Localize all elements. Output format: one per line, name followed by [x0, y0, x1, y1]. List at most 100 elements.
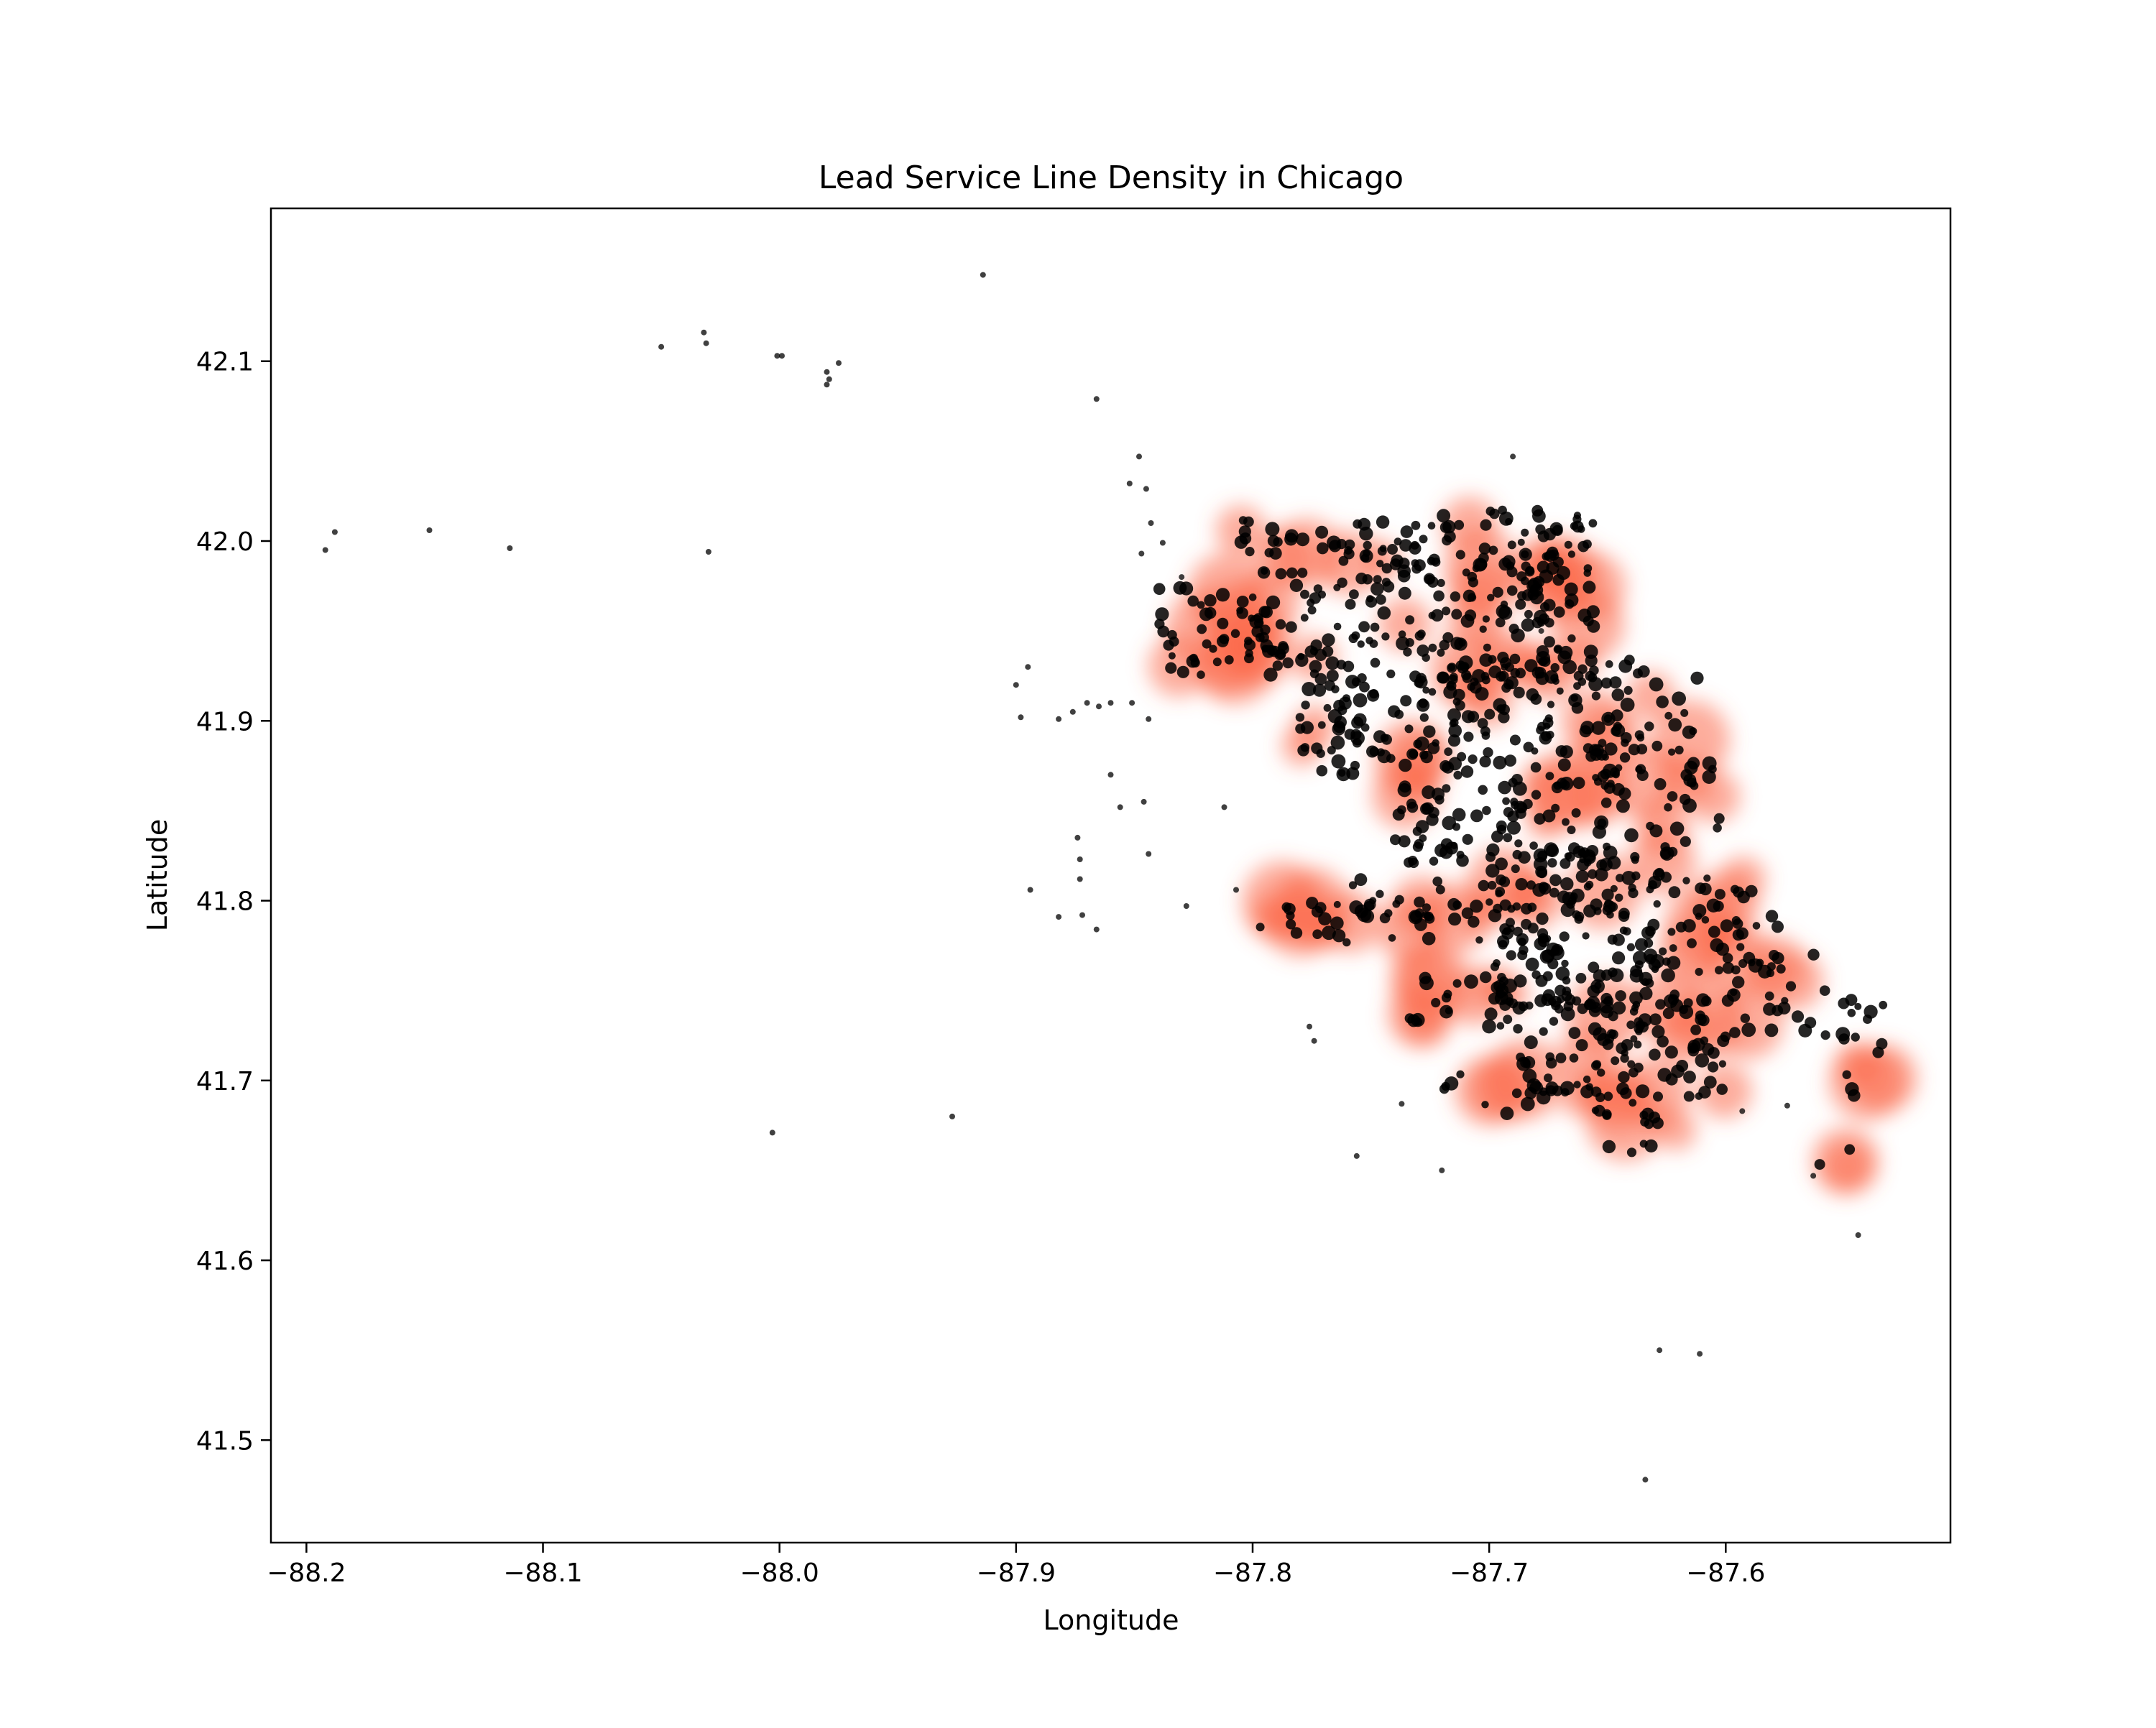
- data-point: [1644, 721, 1654, 731]
- data-point: [1448, 912, 1462, 926]
- data-point: [1848, 1089, 1861, 1102]
- data-point: [1542, 809, 1556, 823]
- data-point: [1369, 639, 1378, 648]
- data-point: [1612, 951, 1626, 965]
- data-point: [1618, 1071, 1630, 1084]
- data-point: [1695, 1053, 1710, 1068]
- outlier-point: [1084, 700, 1090, 706]
- data-point: [1672, 691, 1687, 706]
- data-point: [1714, 889, 1726, 900]
- data-point: [1732, 976, 1745, 989]
- data-point: [1531, 616, 1544, 629]
- data-point: [1618, 907, 1630, 920]
- data-point: [1842, 1070, 1851, 1079]
- data-point: [1764, 1023, 1779, 1038]
- data-point: [1608, 1029, 1618, 1040]
- data-point: [1256, 923, 1265, 932]
- outlier-point: [1093, 926, 1100, 933]
- data-point: [1424, 911, 1434, 922]
- density-blob: [1823, 1142, 1874, 1193]
- data-point: [1781, 997, 1789, 1004]
- data-point: [1611, 688, 1625, 701]
- data-point: [1872, 1046, 1884, 1058]
- data-point: [1410, 540, 1419, 550]
- data-point: [1363, 540, 1372, 550]
- data-point: [1187, 595, 1199, 607]
- outlier-point: [1013, 682, 1019, 688]
- data-point: [1169, 636, 1179, 647]
- data-point: [1427, 522, 1436, 530]
- data-point: [1560, 858, 1571, 869]
- data-point: [1876, 1038, 1888, 1050]
- data-point: [1639, 1140, 1648, 1148]
- data-point: [1701, 916, 1710, 924]
- outlier-point: [824, 369, 830, 375]
- x-axis: −88.2 −88.1 −88.0 −87.9 −87.8 −87.7 −87.6: [267, 1543, 1765, 1588]
- data-point: [1536, 912, 1549, 925]
- data-point: [1399, 780, 1411, 793]
- data-point: [1539, 882, 1552, 895]
- data-point: [1651, 965, 1659, 974]
- data-point: [1212, 657, 1222, 667]
- data-point: [1596, 749, 1608, 761]
- data-point: [1406, 798, 1417, 809]
- data-point: [1615, 893, 1623, 902]
- data-point: [1588, 869, 1598, 879]
- outlier-point: [1311, 1038, 1317, 1044]
- data-point: [1624, 828, 1639, 843]
- data-point: [1820, 1030, 1830, 1040]
- data-point: [1573, 670, 1584, 681]
- data-point: [1209, 644, 1217, 653]
- data-point: [1785, 981, 1797, 992]
- x-tick-label: −87.8: [1213, 1558, 1292, 1588]
- data-point: [1422, 903, 1431, 912]
- data-point: [1488, 665, 1502, 678]
- data-point: [1572, 996, 1582, 1006]
- data-point: [1517, 538, 1525, 546]
- data-point: [1569, 1053, 1579, 1063]
- data-point: [1334, 716, 1347, 729]
- data-point: [1468, 577, 1478, 588]
- data-point: [1649, 824, 1663, 838]
- data-point: [1460, 765, 1474, 778]
- data-point: [1431, 997, 1441, 1008]
- data-point: [1498, 711, 1510, 724]
- data-point: [1525, 957, 1539, 971]
- data-point: [1414, 559, 1426, 572]
- data-point: [1295, 653, 1309, 667]
- data-point: [1772, 920, 1784, 933]
- outlier-point: [1117, 804, 1123, 810]
- outlier-point: [1093, 396, 1100, 402]
- data-point: [1683, 1071, 1696, 1084]
- data-point: [1414, 896, 1425, 908]
- data-point: [1560, 1081, 1575, 1096]
- data-point: [1745, 884, 1758, 897]
- data-point: [1664, 1045, 1678, 1059]
- data-point: [1593, 969, 1606, 983]
- density-blob: [1828, 1044, 1905, 1121]
- data-point: [1488, 880, 1497, 890]
- data-point: [1616, 799, 1630, 813]
- data-point: [1442, 761, 1455, 774]
- data-point: [1519, 547, 1532, 561]
- data-point: [1409, 910, 1422, 923]
- data-point: [1399, 758, 1412, 772]
- data-point: [1683, 998, 1693, 1008]
- data-point: [1708, 1047, 1720, 1059]
- outlier-point: [1096, 703, 1102, 710]
- data-point: [1589, 665, 1599, 675]
- data-point: [1695, 912, 1703, 920]
- data-point: [1708, 925, 1720, 938]
- data-point: [1641, 1107, 1654, 1121]
- data-point: [1537, 933, 1549, 944]
- x-tick-label: −88.1: [503, 1558, 582, 1588]
- data-point: [1602, 1140, 1616, 1154]
- data-point: [1838, 1033, 1850, 1045]
- data-point: [1197, 670, 1205, 679]
- data-point: [1432, 739, 1439, 747]
- data-point: [1695, 968, 1703, 976]
- data-point: [1437, 509, 1451, 523]
- data-point: [1453, 770, 1462, 780]
- data-point: [1680, 708, 1689, 717]
- data-point: [1454, 519, 1465, 530]
